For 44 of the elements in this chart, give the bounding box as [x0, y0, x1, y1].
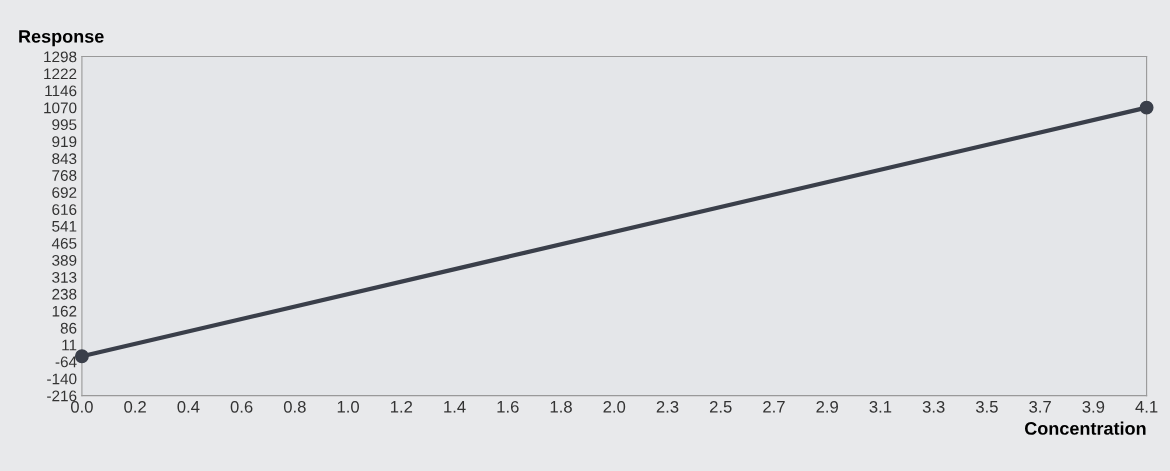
x-tick-label: 2.5 — [709, 400, 732, 413]
y-tick-label: 1070 — [44, 102, 77, 114]
y-tick-label: 768 — [52, 170, 77, 181]
y-tick-label: -140 — [47, 373, 77, 385]
x-tick-label: 1.8 — [550, 400, 572, 413]
x-tick-label: 3.9 — [1082, 400, 1105, 413]
y-tick-label: 1298 — [44, 51, 77, 63]
x-tick-label: 3.7 — [1029, 400, 1051, 413]
x-tick-label: 1.2 — [391, 400, 413, 413]
x-tick-label: 1.0 — [337, 400, 360, 413]
y-tick-label: 1222 — [44, 68, 77, 80]
x-tick-label: 0.6 — [230, 400, 253, 413]
y-tick-label: 919 — [52, 136, 77, 148]
y-tick-label: 465 — [51, 237, 77, 249]
x-tick-label: 3.5 — [975, 400, 998, 413]
x-tick-label: 0.8 — [283, 400, 306, 413]
y-tick-label: -64 — [55, 356, 77, 368]
x-tick-label: 2.7 — [763, 400, 785, 413]
y-tick-label: 692 — [52, 187, 77, 198]
y-tick-label: 1146 — [45, 85, 77, 97]
y-tick-label: 238 — [52, 288, 77, 300]
y-tick-label: 162 — [52, 305, 77, 317]
y-tick-label: -216 — [47, 390, 77, 402]
x-tick-label: 3.1 — [869, 400, 892, 413]
y-tick-label: 616 — [52, 204, 77, 215]
y-tick-label: 541 — [52, 221, 77, 232]
y-tick-label: 11 — [62, 339, 77, 351]
y-tick-label: 86 — [60, 322, 77, 334]
y-axis-title: Response — [19, 30, 104, 47]
x-tick-label: 0.2 — [124, 400, 146, 413]
x-tick-label: 0.4 — [177, 400, 200, 413]
y-tick-label: 313 — [52, 272, 77, 283]
x-tick-label: 1.6 — [497, 400, 519, 413]
x-tick-label: 2.0 — [603, 400, 626, 413]
y-tick-label: 843 — [52, 153, 77, 165]
x-tick-label: 1.4 — [444, 401, 466, 413]
x-tick-label: 2.9 — [816, 400, 838, 413]
x-tick-label: 4.1 — [1135, 401, 1158, 413]
y-tick-label: 995 — [52, 119, 77, 131]
x-tick-label: 2.3 — [656, 400, 679, 413]
y-tick-label: 389 — [52, 254, 77, 266]
x-tick-label: 0.0 — [70, 400, 93, 413]
x-axis-title: Concentration — [1024, 421, 1146, 435]
x-tick-label: 3.3 — [922, 400, 945, 413]
